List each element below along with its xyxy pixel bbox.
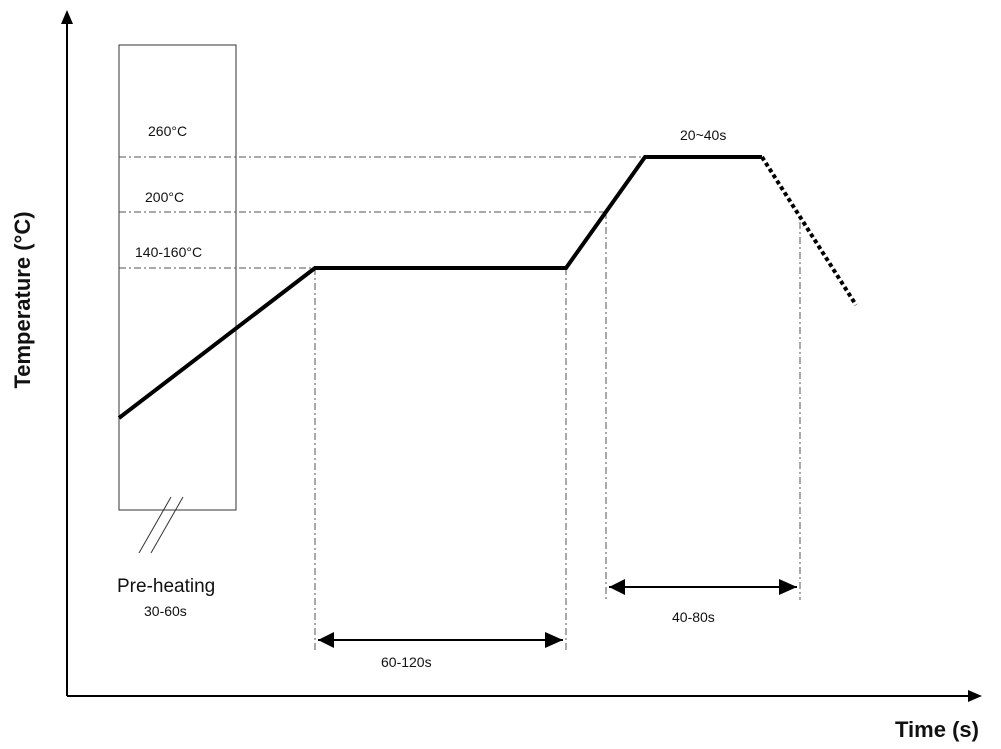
temperature-profile-line bbox=[117, 155, 762, 420]
preheat-break-mark bbox=[138, 496, 172, 554]
peak-temp-label: 260°C bbox=[148, 123, 187, 139]
preheat-break-mark bbox=[150, 496, 184, 554]
peak-hold-label: 20~40s bbox=[680, 127, 726, 143]
soak-temp-label: 140-160°C bbox=[135, 244, 202, 260]
soak-duration-label: 60-120s bbox=[381, 654, 432, 670]
preheat-label: Pre-heating bbox=[117, 576, 215, 597]
x-axis-label: Time (s) bbox=[895, 717, 979, 742]
preheat-time-label: 30-60s bbox=[144, 603, 187, 619]
x-axis-arrowhead bbox=[968, 690, 982, 702]
reflow-temp-label: 200°C bbox=[145, 189, 184, 205]
above-reflow-duration-label: 40-80s bbox=[672, 609, 715, 625]
preheat-zone-box bbox=[118, 44, 237, 511]
y-axis-label: Temperature (°C) bbox=[10, 211, 35, 388]
y-axis-arrowhead bbox=[61, 10, 73, 24]
cooling-profile-line bbox=[760, 155, 858, 307]
